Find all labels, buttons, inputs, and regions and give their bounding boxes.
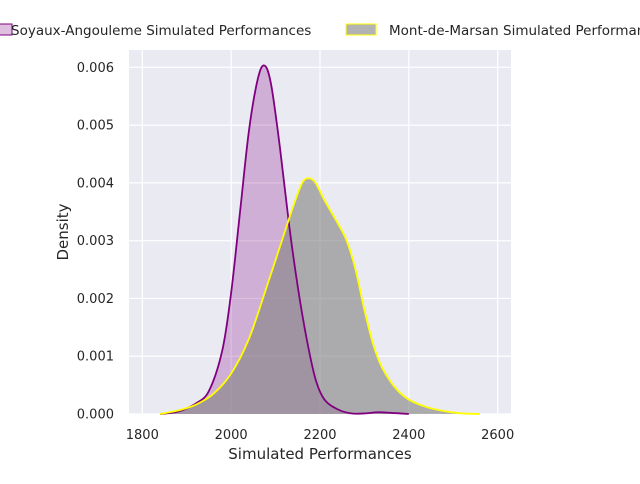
legend: Soyaux-Angouleme Simulated Performances M… bbox=[0, 23, 640, 39]
series-0-line bbox=[159, 64, 409, 415]
x-tick-label-2: 2200 bbox=[303, 428, 336, 443]
x-tick-label-1: 2000 bbox=[215, 428, 248, 443]
y-axis-label: Density bbox=[54, 203, 72, 260]
legend-swatch-0 bbox=[0, 23, 13, 36]
series-layer bbox=[159, 64, 480, 415]
series-1-area bbox=[160, 178, 480, 414]
series-1-line bbox=[159, 177, 480, 415]
y-tick-label-0: 0.000 bbox=[77, 408, 114, 423]
legend-label-1: Mont-de-Marsan Simulated Performances bbox=[389, 23, 640, 39]
legend-label-0: Soyaux-Angouleme Simulated Performances bbox=[11, 23, 311, 39]
x-axis-ticks: 1800 2000 2200 2400 2600 bbox=[126, 428, 514, 443]
y-tick-label-6: 0.006 bbox=[77, 61, 114, 76]
y-tick-label-1: 0.001 bbox=[77, 350, 114, 365]
y-axis-ticks: 0.000 0.001 0.002 0.003 0.004 0.005 0.006 bbox=[77, 61, 114, 423]
y-tick-label-4: 0.004 bbox=[77, 176, 114, 191]
x-tick-label-3: 2400 bbox=[392, 428, 425, 443]
y-tick-label-2: 0.002 bbox=[77, 292, 114, 307]
legend-swatch-1 bbox=[345, 23, 377, 36]
x-tick-label-4: 2600 bbox=[481, 428, 514, 443]
y-tick-label-3: 0.003 bbox=[77, 234, 114, 249]
x-axis-label: Simulated Performances bbox=[228, 445, 412, 463]
y-tick-label-5: 0.005 bbox=[77, 119, 114, 134]
x-tick-label-0: 1800 bbox=[126, 428, 159, 443]
